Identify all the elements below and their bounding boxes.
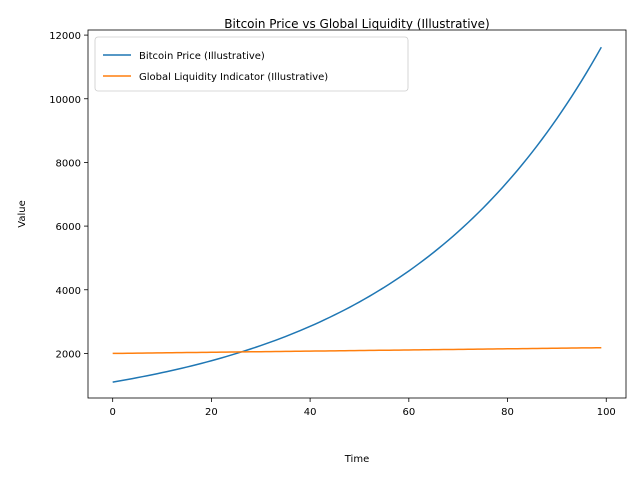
line-chart: Bitcoin Price vs Global Liquidity (Illus… <box>0 0 640 480</box>
x-tick-label: 20 <box>205 407 218 418</box>
x-axis-ticks: 0 20 40 60 80 100 <box>109 398 615 418</box>
legend-label-liquidity: Global Liquidity Indicator (Illustrative… <box>139 72 328 83</box>
x-tick-label: 0 <box>109 407 115 418</box>
y-tick-label: 6000 <box>56 222 81 233</box>
x-axis-label: Time <box>344 454 369 465</box>
y-axis-label: Value <box>17 200 28 227</box>
y-tick-label: 10000 <box>49 95 81 106</box>
y-tick-label: 4000 <box>56 286 81 297</box>
x-tick-label: 60 <box>402 407 415 418</box>
chart-title: Bitcoin Price vs Global Liquidity (Illus… <box>224 17 489 31</box>
y-tick-label: 8000 <box>56 158 81 169</box>
legend: Bitcoin Price (Illustrative) Global Liqu… <box>95 37 408 91</box>
legend-label-bitcoin: Bitcoin Price (Illustrative) <box>139 51 265 62</box>
x-tick-label: 40 <box>304 407 317 418</box>
x-tick-label: 80 <box>501 407 514 418</box>
y-tick-label: 12000 <box>49 31 81 42</box>
y-axis-ticks: 2000 4000 6000 8000 10000 12000 <box>49 31 88 360</box>
y-tick-label: 2000 <box>56 349 81 360</box>
x-tick-label: 100 <box>597 407 616 418</box>
